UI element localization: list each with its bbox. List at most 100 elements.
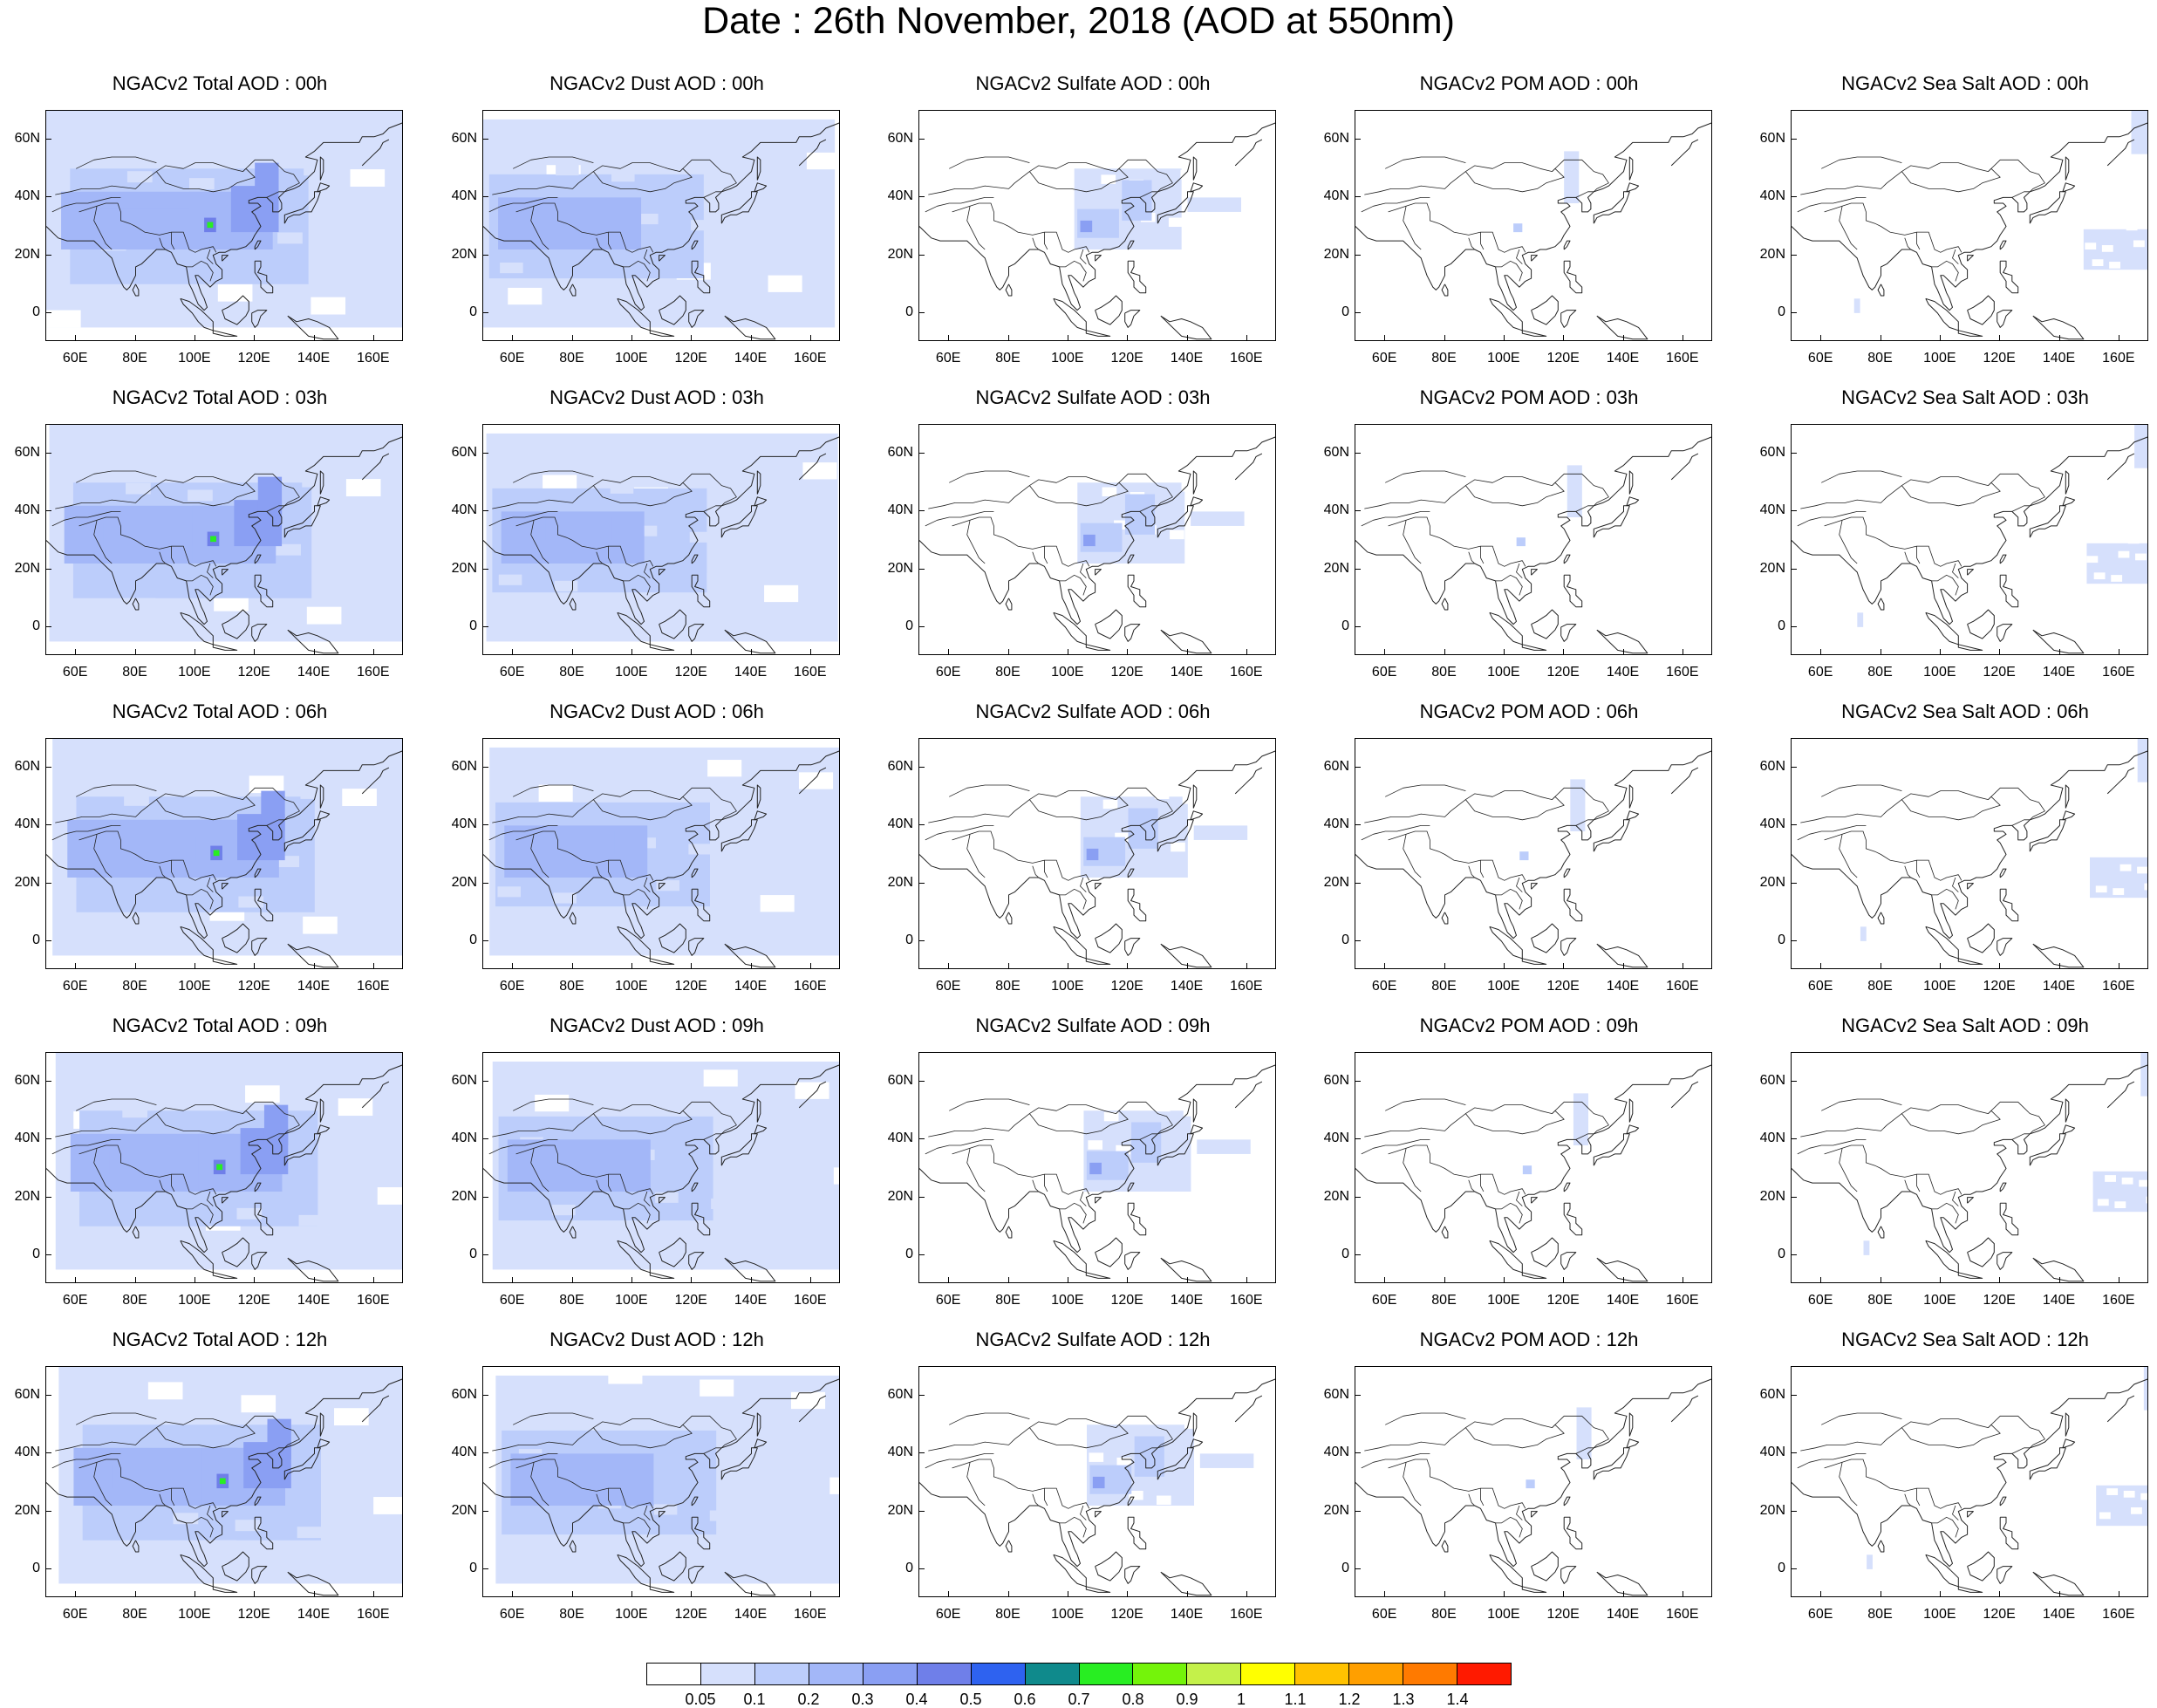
lat-tick-label: 0 <box>0 1561 40 1576</box>
lat-tick-label: 40N <box>1733 502 1785 518</box>
country-border <box>952 203 1089 252</box>
coastline <box>1878 284 1884 296</box>
lat-tick-mark <box>45 1452 51 1453</box>
coastline <box>1086 1273 1109 1279</box>
lon-tick-label: 60E <box>486 665 538 680</box>
aod-gap <box>2126 223 2138 230</box>
lon-tick-mark <box>1444 1277 1445 1283</box>
coastline <box>1355 750 1712 938</box>
lon-tick-label: 120E <box>665 1293 717 1308</box>
colorbar-label: 1.4 <box>1431 1691 1484 1708</box>
country-border <box>1481 232 1484 249</box>
lat-tick-mark <box>482 626 488 627</box>
lat-tick-label: 60N <box>861 759 913 775</box>
coastline <box>2030 1134 2065 1165</box>
aod-gap <box>277 232 303 243</box>
lon-tick-mark <box>254 649 255 655</box>
colorbar-box <box>701 1664 755 1684</box>
lat-tick-label: 0 <box>1297 618 1349 634</box>
lat-tick-label: 40N <box>1733 1131 1785 1146</box>
lat-tick-mark <box>918 1395 925 1396</box>
coastline <box>1564 1517 1582 1548</box>
country-border <box>1800 474 2044 509</box>
lat-tick-label: 40N <box>425 1445 477 1460</box>
coastline <box>1006 284 1012 296</box>
lat-tick-label: 60N <box>861 131 913 147</box>
aod-map <box>483 1053 840 1283</box>
lon-tick-label: 80E <box>546 1293 598 1308</box>
aod-gap <box>657 880 680 891</box>
aod-gap <box>188 490 213 502</box>
coastline <box>1532 1198 1538 1204</box>
lon-tick-mark <box>691 1277 692 1283</box>
coastline <box>1532 1512 1538 1518</box>
lon-tick-label: 120E <box>1101 351 1153 366</box>
coastline <box>1054 298 1087 331</box>
aod-gap <box>127 171 153 182</box>
country-border <box>1469 866 1475 878</box>
lon-tick-label: 60E <box>1794 979 1846 994</box>
lon-tick-mark <box>2059 1591 2060 1597</box>
lat-tick-mark <box>918 883 925 884</box>
aod-region <box>100 209 190 233</box>
coastline <box>2065 1413 2069 1437</box>
lat-tick-label: 60N <box>861 1387 913 1403</box>
lon-tick-mark <box>1127 335 1128 341</box>
coastline <box>1671 140 1698 166</box>
lat-tick-label: 60N <box>0 131 40 147</box>
lon-tick-mark <box>512 335 513 341</box>
map-frame <box>45 424 403 655</box>
lat-tick-mark <box>45 569 51 570</box>
coastline <box>2063 1439 2075 1448</box>
lon-tick-label: 160E <box>2092 979 2145 994</box>
lon-tick-label: 120E <box>228 979 280 994</box>
coastline <box>1442 912 1448 924</box>
lon-tick-mark <box>1940 1277 1941 1283</box>
lat-tick-label: 60N <box>861 445 913 461</box>
coastline <box>1054 612 1087 645</box>
colorbar-label: 0.7 <box>1053 1691 1105 1708</box>
aod-gap <box>611 483 634 494</box>
coastline <box>1532 884 1538 890</box>
lon-tick-label: 100E <box>1914 1607 1966 1623</box>
aod-region <box>1200 1453 1254 1468</box>
lat-tick-mark <box>482 940 488 941</box>
map-frame <box>1791 110 2148 341</box>
lon-tick-mark <box>948 1277 949 1283</box>
lat-tick-label: 0 <box>1297 1561 1349 1576</box>
country-border <box>1045 1488 1048 1506</box>
coastline <box>1096 1512 1102 1518</box>
lon-tick-mark <box>75 1591 76 1597</box>
panel-title: NGACv2 Sulfate AOD : 12h <box>901 1329 1285 1351</box>
country-border <box>949 1099 1029 1110</box>
country-border <box>1385 157 1465 168</box>
panel-title: NGACv2 POM AOD : 09h <box>1337 1015 1721 1037</box>
country-border <box>1825 517 1962 566</box>
lon-tick-mark <box>1820 1277 1821 1283</box>
coastline <box>1054 1240 1087 1273</box>
lon-tick-label: 100E <box>605 351 658 366</box>
panel-title: NGACv2 POM AOD : 03h <box>1337 386 1721 409</box>
aod-gap <box>378 1187 403 1205</box>
lon-tick-label: 160E <box>2092 1293 2145 1308</box>
lat-tick-label: 40N <box>1297 502 1349 518</box>
lon-tick-mark <box>254 1591 255 1597</box>
country-border <box>1953 564 1959 578</box>
lat-tick-mark <box>918 1511 925 1512</box>
colorbar-label: 1.2 <box>1323 1691 1375 1708</box>
country-border <box>1821 1099 1901 1110</box>
aod-gap <box>238 897 263 908</box>
lon-tick-label: 140E <box>2033 1607 2085 1623</box>
lon-tick-label: 60E <box>1358 979 1410 994</box>
lat-tick-label: 40N <box>0 816 40 832</box>
aod-gap <box>307 607 342 625</box>
lon-tick-label: 160E <box>784 351 836 366</box>
lat-tick-mark <box>1791 139 1797 140</box>
coastline <box>1926 298 1959 331</box>
aod-gap <box>2146 1197 2148 1204</box>
coastline <box>1191 811 1203 820</box>
lat-tick-label: 60N <box>0 1073 40 1089</box>
country-border <box>1081 249 1087 264</box>
map-frame <box>918 1366 1276 1597</box>
aod-region <box>552 1145 618 1169</box>
